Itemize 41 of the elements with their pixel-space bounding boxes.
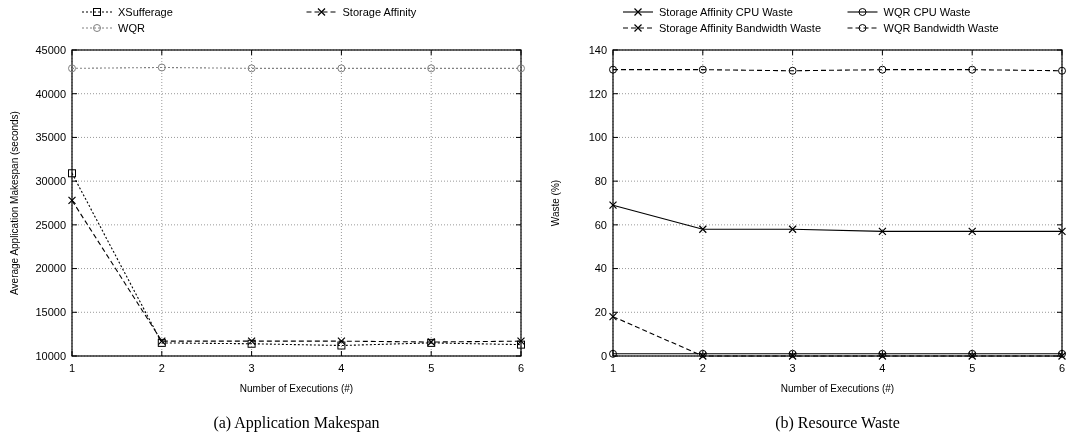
- y-tick-label: 20000: [35, 262, 66, 275]
- y-tick-label: 0: [600, 349, 607, 362]
- x-tick-label: 5: [969, 362, 976, 374]
- legend-label: XSufferage: [118, 5, 173, 18]
- x-tick-label: 4: [338, 362, 345, 374]
- x-tick-label: 6: [517, 362, 525, 374]
- x-tick-label: 1: [609, 362, 617, 374]
- x-axis-title: Number of Executions (#): [780, 383, 895, 394]
- x-tick-label: 5: [428, 362, 435, 374]
- x-tick-label: 2: [158, 362, 165, 374]
- legend-label: Storage Affinity CPU Waste: [659, 5, 793, 18]
- x-tick-label: 3: [248, 362, 255, 374]
- legend-label: WQR: [118, 21, 145, 34]
- y-tick-label: 100: [588, 131, 607, 144]
- legend-label: WQR CPU Waste: [883, 5, 971, 18]
- y-tick-label: 30000: [35, 174, 66, 187]
- x-tick-label: 6: [1058, 362, 1066, 374]
- y-tick-label: 15000: [35, 306, 66, 319]
- y-tick-label: 140: [588, 43, 607, 56]
- legend-label: Storage Affinity Bandwidth Waste: [659, 21, 822, 34]
- y-tick-label: 120: [588, 87, 607, 100]
- y-tick-label: 20: [594, 306, 607, 319]
- y-tick-label: 10000: [35, 349, 66, 362]
- text: (b) Resource Waste: [775, 414, 900, 432]
- y-tick-label: 80: [594, 174, 607, 187]
- x-tick-label: 3: [789, 362, 796, 374]
- y-axis-title: Average Application Makespan (seconds): [9, 111, 20, 295]
- y-axis-title: Waste (%): [550, 179, 561, 227]
- y-tick-label: 40: [594, 262, 607, 275]
- y-tick-label: 35000: [35, 131, 66, 144]
- text: (a) Application Makespan: [213, 414, 380, 432]
- legend-label: WQR Bandwidth Waste: [883, 21, 999, 34]
- y-tick-label: 45000: [35, 43, 66, 56]
- x-tick-label: 2: [699, 362, 706, 374]
- x-tick-label: 4: [879, 362, 886, 374]
- x-axis-title: Number of Executions (#): [239, 383, 354, 394]
- y-tick-label: 40000: [35, 87, 66, 100]
- legend-label: Storage Affinity: [342, 5, 417, 18]
- x-tick-label: 1: [68, 362, 76, 374]
- y-tick-label: 25000: [35, 218, 66, 231]
- y-tick-label: 60: [594, 218, 607, 231]
